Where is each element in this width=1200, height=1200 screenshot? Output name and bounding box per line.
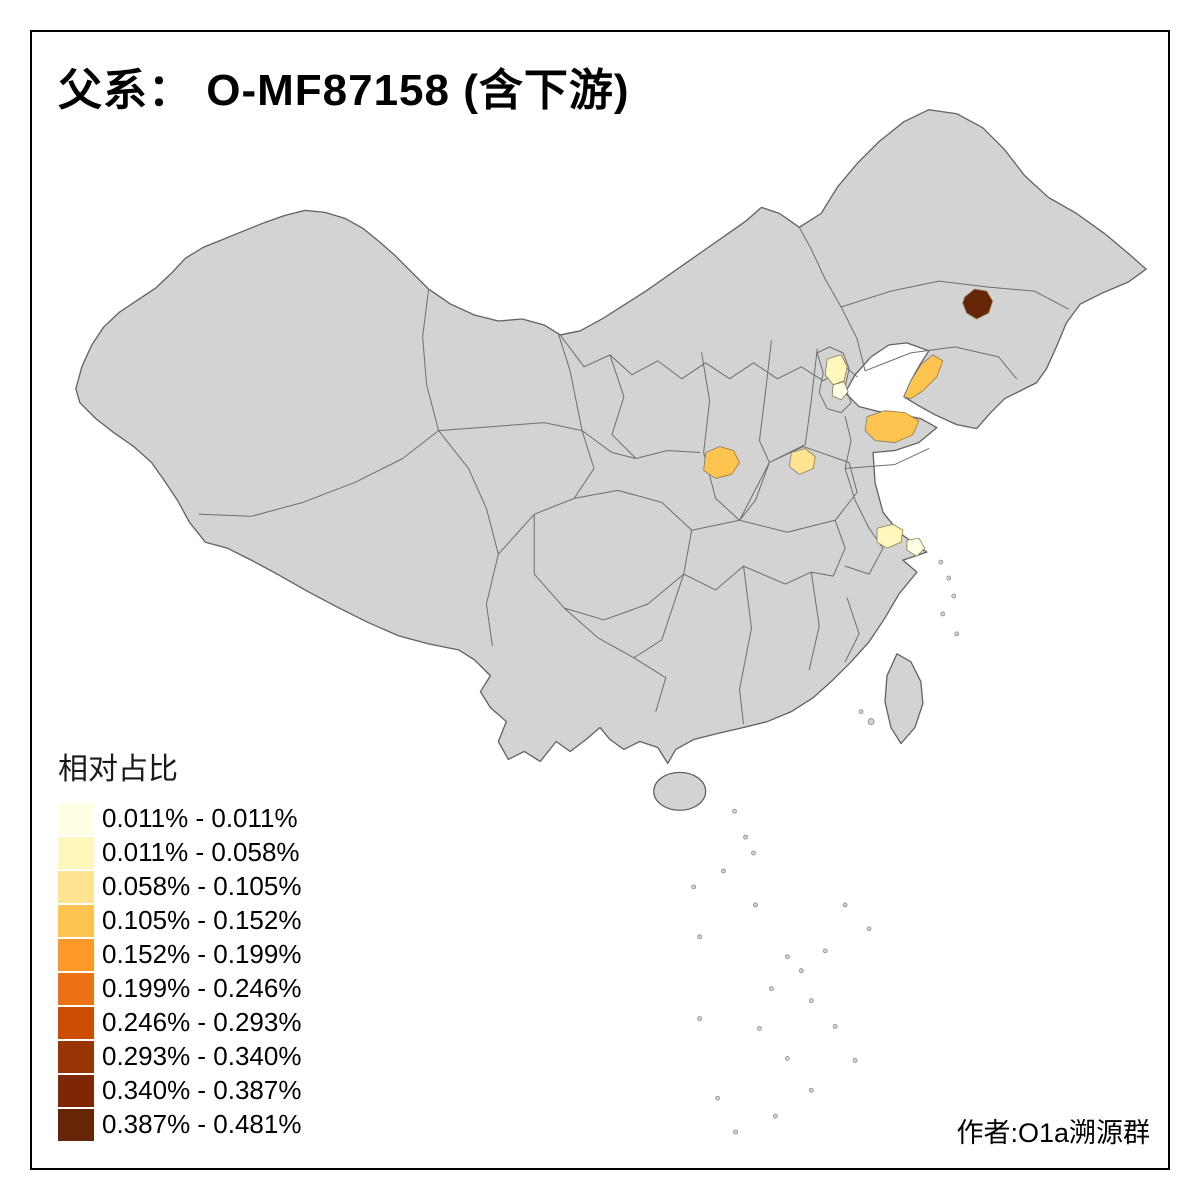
legend-label: 0.199% - 0.246% xyxy=(102,973,302,1003)
region-south-jiangsu xyxy=(876,523,904,549)
legend-swatch xyxy=(58,1108,94,1141)
legend-swatch xyxy=(58,1006,94,1039)
legend-item: 0.058% - 0.105% xyxy=(58,870,301,903)
legend-title: 相对占比 xyxy=(58,753,178,786)
region-henan xyxy=(788,448,816,475)
region-shanghai xyxy=(906,537,926,557)
hainan-island xyxy=(653,771,707,811)
legend-label: 0.340% - 0.387% xyxy=(102,1075,302,1105)
region-shandong-peninsula xyxy=(864,410,920,443)
legend-swatch xyxy=(58,938,94,971)
legend-item: 0.340% - 0.387% xyxy=(58,1074,301,1107)
mainland-outline xyxy=(75,109,1147,765)
taiwan-island xyxy=(884,653,924,745)
region-liaodong-peninsula xyxy=(903,354,944,400)
author-credit: 作者:O1a溯源群 xyxy=(956,1118,1150,1148)
region-northeast-jilin xyxy=(962,288,994,320)
legend-label: 0.246% - 0.293% xyxy=(102,1007,302,1037)
legend-item: 0.293% - 0.340% xyxy=(58,1040,301,1073)
legend-swatch xyxy=(58,802,94,835)
legend-label: 0.105% - 0.152% xyxy=(102,905,302,935)
legend-item: 0.199% - 0.246% xyxy=(58,972,301,1005)
china-map xyxy=(75,109,1147,1135)
legend-swatch xyxy=(58,904,94,937)
legend-swatch xyxy=(58,972,94,1005)
legend: 相对占比 0.011% - 0.011% 0.011% - 0.058% 0.0… xyxy=(58,744,301,1142)
legend-item: 0.105% - 0.152% xyxy=(58,904,301,937)
landmass-group xyxy=(75,109,1147,1135)
legend-item: 0.387% - 0.481% xyxy=(58,1108,301,1141)
legend-label: 0.152% - 0.199% xyxy=(102,939,302,969)
legend-item: 0.011% - 0.058% xyxy=(58,836,301,869)
sea-islands xyxy=(691,559,960,1135)
legend-item: 0.152% - 0.199% xyxy=(58,938,301,971)
legend-swatch xyxy=(58,870,94,903)
legend-label: 0.293% - 0.340% xyxy=(102,1041,302,1071)
legend-label: 0.011% - 0.011% xyxy=(102,803,298,833)
region-tianjin xyxy=(831,381,849,401)
region-central-shaanxi xyxy=(703,446,740,479)
legend-label: 0.011% - 0.058% xyxy=(102,837,300,867)
legend-label: 0.387% - 0.481% xyxy=(102,1109,302,1139)
legend-label: 0.058% - 0.105% xyxy=(102,871,302,901)
legend-swatch xyxy=(58,1040,94,1073)
highlighted-regions xyxy=(703,288,994,557)
legend-swatch xyxy=(58,1074,94,1107)
page-title: 父系： O-MF87158 (含下游) xyxy=(58,66,630,115)
legend-item: 0.246% - 0.293% xyxy=(58,1006,301,1039)
plot-frame: 父系： O-MF87158 (含下游) 相对占比 0.011% - 0.011%… xyxy=(30,30,1170,1170)
legend-item: 0.011% - 0.011% xyxy=(58,802,301,835)
province-borders xyxy=(198,226,1069,725)
legend-swatch xyxy=(58,836,94,869)
region-beijing xyxy=(824,354,848,386)
